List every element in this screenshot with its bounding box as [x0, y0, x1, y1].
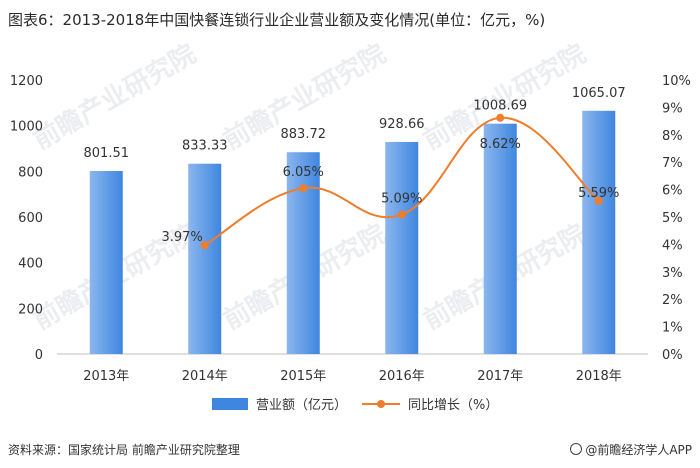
growth-point [299, 184, 308, 193]
legend-line-marker [377, 400, 385, 408]
y-left-tick-label: 400 [18, 257, 43, 272]
y-left-tick-label: 200 [18, 302, 43, 317]
bar-value-label: 833.33 [182, 139, 228, 154]
bar [286, 152, 320, 354]
source-note: 资料来源：国家统计局 前瞻产业研究院整理 [8, 443, 240, 457]
y-right-tick-label: 5% [662, 211, 683, 226]
watermark-text: 前瞻产业研究院 [28, 38, 201, 156]
brand-label: @前瞻经济学人APP [585, 443, 692, 457]
growth-point [496, 113, 505, 122]
y-right-tick-label: 7% [662, 156, 683, 171]
brand-note: @前瞻经济学人APP [570, 441, 692, 458]
growth-line [204, 116, 600, 247]
x-tick-label: 2018年 [576, 369, 622, 384]
axes-group: 0 200 400 600 800 1000 1200 0% 1% 2% 3% 4% 5% 6% 7% 8% 9… [10, 74, 691, 384]
y-left-tick-label: 0 [35, 348, 43, 363]
y-right-tick-label: 9% [662, 101, 683, 116]
y-left-tick-label: 800 [18, 165, 43, 180]
y-left-tick-label: 600 [18, 211, 43, 226]
legend-bar-swatch [212, 398, 248, 410]
legend: 营业额（亿元） 同比增长（%） [212, 398, 498, 413]
bar [188, 163, 222, 354]
growth-value-label: 8.62% [480, 137, 521, 152]
line-group: 3.97% 6.05% 5.09% 8.62% 5.59% [161, 113, 619, 250]
growth-value-label: 6.05% [283, 165, 324, 180]
y-right-tick-label: 10% [662, 74, 691, 89]
y-right-tick-label: 0% [662, 348, 683, 363]
growth-value-label: 3.97% [161, 230, 202, 245]
bar [483, 123, 517, 354]
legend-bar-label: 营业额（亿元） [256, 398, 347, 413]
bar [582, 110, 616, 354]
bar-value-label: 1065.07 [572, 86, 626, 101]
growth-value-label: 5.59% [578, 186, 619, 201]
x-tick-label: 2015年 [280, 369, 326, 384]
x-tick-label: 2017年 [477, 369, 523, 384]
y-right-tick-label: 1% [662, 321, 683, 336]
x-tick-label: 2016年 [379, 369, 425, 384]
bar-value-label: 928.66 [379, 117, 425, 132]
bar-value-label: 1008.69 [473, 99, 527, 114]
bar [385, 141, 419, 354]
x-tick-label: 2013年 [83, 369, 129, 384]
y-right-tick-label: 3% [662, 266, 683, 281]
bar-value-label: 883.72 [281, 127, 327, 142]
growth-point [594, 196, 603, 205]
chart-title: 图表6：2013-2018年中国快餐连锁行业企业营业额及变化情况(单位：亿元，%… [8, 11, 546, 29]
bar [89, 170, 123, 354]
growth-value-label: 5.09% [381, 192, 422, 207]
y-right-tick-label: 2% [662, 293, 683, 308]
bar-value-label: 801.51 [84, 146, 130, 161]
growth-point [200, 241, 209, 250]
legend-line-label: 同比增长（%） [408, 398, 498, 413]
bars-group: 801.51 833.33 883.72 928.66 1008.69 1065.07 [84, 86, 626, 354]
growth-point [397, 210, 406, 219]
y-left-tick-label: 1200 [10, 74, 43, 89]
y-left-tick-label: 1000 [10, 120, 43, 135]
y-right-tick-label: 8% [662, 129, 683, 144]
y-right-tick-label: 6% [662, 184, 683, 199]
x-tick-label: 2014年 [182, 369, 228, 384]
y-right-tick-label: 4% [662, 238, 683, 253]
brand-logo-icon [570, 443, 583, 455]
